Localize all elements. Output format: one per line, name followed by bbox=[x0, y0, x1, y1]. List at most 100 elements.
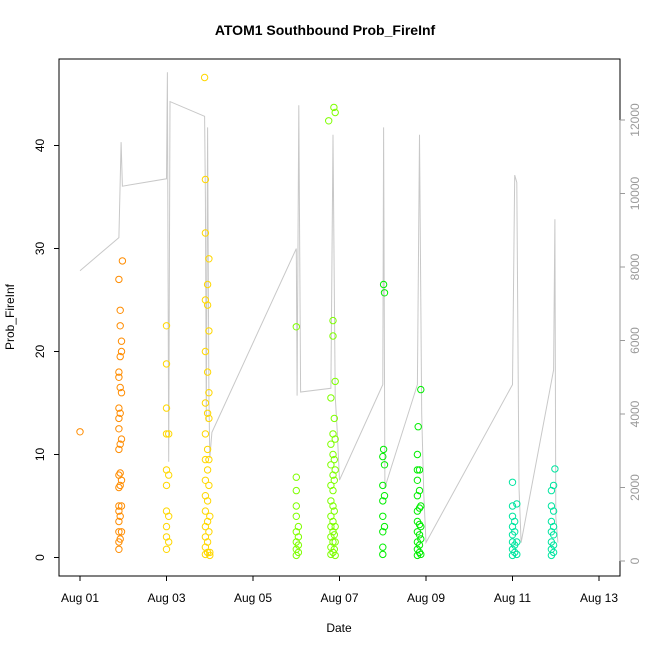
point-3-24 bbox=[415, 548, 424, 557]
point-2-22 bbox=[327, 394, 335, 402]
point-4-11 bbox=[511, 517, 519, 526]
point-4-26 bbox=[549, 507, 558, 515]
point-0-13 bbox=[115, 373, 123, 381]
point-1-20 bbox=[201, 476, 210, 484]
point-2-9 bbox=[294, 548, 303, 557]
point-1-48 bbox=[200, 73, 209, 82]
point-1-14 bbox=[201, 550, 210, 559]
y-axis-left: 0 10 20 30 40 bbox=[33, 139, 60, 561]
y-tick-label-4: 40 bbox=[33, 139, 47, 153]
point-3-8 bbox=[379, 280, 388, 289]
point-0-7 bbox=[115, 483, 123, 492]
point-0-19 bbox=[116, 469, 124, 477]
point-2-24 bbox=[329, 538, 337, 546]
point-2-11 bbox=[294, 533, 303, 541]
point-2-40 bbox=[331, 551, 339, 560]
point-2-41 bbox=[331, 538, 339, 546]
point-3-10 bbox=[380, 522, 389, 531]
point-1-4 bbox=[162, 481, 171, 490]
x-tick-label-6: Aug 13 bbox=[580, 591, 618, 605]
point-2-32 bbox=[329, 332, 337, 340]
point-0-26 bbox=[117, 528, 126, 536]
point-3-6 bbox=[379, 452, 387, 461]
point-1-21 bbox=[201, 455, 210, 464]
point-3-3 bbox=[379, 512, 387, 520]
point-0-27 bbox=[117, 502, 126, 510]
point-2-43 bbox=[331, 466, 339, 474]
point-3-27 bbox=[415, 520, 424, 529]
point-0-31 bbox=[117, 347, 126, 356]
point-1-41 bbox=[205, 414, 213, 423]
point-1-29 bbox=[203, 538, 212, 546]
x-tick-label-4: Aug 09 bbox=[407, 591, 445, 605]
point-3-35 bbox=[417, 502, 425, 510]
point-4-14 bbox=[513, 500, 521, 508]
point-2-6 bbox=[292, 486, 300, 495]
point-3-33 bbox=[417, 535, 425, 543]
point-0-22 bbox=[116, 383, 124, 392]
point-4-22 bbox=[549, 548, 558, 557]
right-axis-series-polyline bbox=[79, 72, 559, 545]
point-2-33 bbox=[329, 316, 337, 325]
point-1-47 bbox=[206, 551, 214, 560]
point-3-22 bbox=[413, 450, 422, 459]
point-1-46 bbox=[206, 512, 214, 520]
point-0-33 bbox=[118, 257, 127, 265]
x-axis: Aug 01 Aug 03 Aug 05 Aug 07 Aug 09 Aug 11 Aug … bbox=[61, 575, 618, 605]
point-0-10 bbox=[115, 425, 123, 433]
point-4-24 bbox=[549, 531, 558, 539]
point-3-1 bbox=[379, 543, 387, 551]
point-4-13 bbox=[513, 538, 521, 546]
x-tick-label-1: Aug 03 bbox=[147, 591, 185, 605]
point-2-38 bbox=[330, 455, 338, 464]
point-3-7 bbox=[379, 445, 388, 454]
point-0-29 bbox=[117, 435, 126, 443]
point-3-28 bbox=[415, 504, 424, 512]
point-1-39 bbox=[205, 481, 213, 490]
point-2-45 bbox=[331, 377, 339, 386]
point-1-35 bbox=[203, 368, 212, 376]
point-1-2 bbox=[162, 522, 171, 531]
point-0-17 bbox=[116, 512, 124, 520]
point-3-5 bbox=[379, 481, 387, 490]
point-0-16 bbox=[116, 535, 124, 543]
y2-tick-label-5: 10000 bbox=[628, 176, 642, 210]
point-0-30 bbox=[117, 389, 126, 397]
point-1-44 bbox=[205, 255, 213, 263]
point-2-46 bbox=[325, 117, 333, 125]
point-4-23 bbox=[549, 541, 558, 549]
point-2-42 bbox=[331, 522, 339, 531]
point-1-40 bbox=[205, 455, 213, 464]
point-0-20 bbox=[116, 440, 124, 448]
point-0-21 bbox=[116, 409, 124, 417]
point-4-12 bbox=[513, 550, 521, 559]
y-tick-label-2: 20 bbox=[33, 345, 47, 359]
point-4-6 bbox=[508, 502, 517, 510]
point-0-28 bbox=[117, 476, 126, 484]
point-3-34 bbox=[417, 522, 425, 531]
point-4-10 bbox=[511, 528, 519, 536]
point-0-1 bbox=[115, 545, 123, 553]
point-1-43 bbox=[205, 327, 213, 335]
point-3-31 bbox=[417, 385, 425, 394]
point-2-27 bbox=[329, 502, 337, 510]
point-0-6 bbox=[115, 502, 123, 510]
point-2-48 bbox=[331, 108, 339, 117]
point-1-9 bbox=[162, 322, 171, 330]
point-0-25 bbox=[116, 306, 124, 314]
point-2-39 bbox=[330, 414, 338, 423]
point-0-4 bbox=[115, 517, 123, 526]
point-1-45 bbox=[206, 548, 214, 557]
point-1-13 bbox=[165, 430, 173, 438]
point-2-18 bbox=[327, 497, 335, 505]
point-4-28 bbox=[551, 465, 559, 473]
point-1-34 bbox=[203, 409, 212, 417]
point-2-37 bbox=[330, 476, 338, 484]
plot-frame bbox=[58, 58, 621, 577]
point-1-11 bbox=[165, 512, 173, 520]
point-0-11 bbox=[115, 414, 123, 423]
point-2-47 bbox=[330, 103, 338, 112]
point-4-7 bbox=[508, 478, 517, 486]
point-1-0 bbox=[162, 545, 171, 553]
point-0-15 bbox=[115, 275, 123, 284]
